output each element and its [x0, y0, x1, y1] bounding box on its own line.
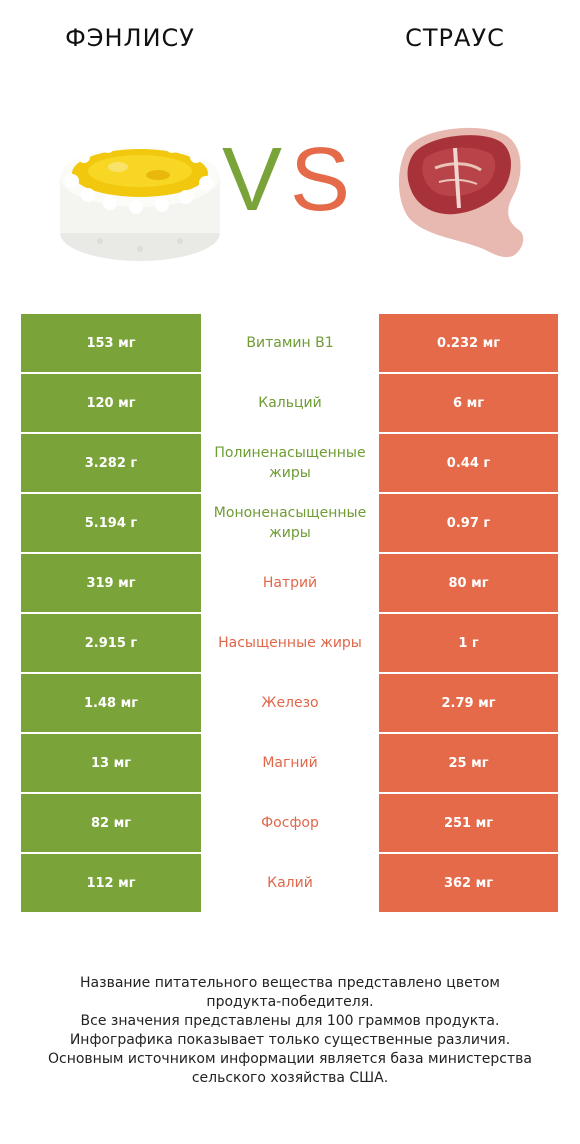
left-value: 82 мг: [21, 794, 201, 852]
table-row: 1.48 мг Железо 2.79 мг: [21, 674, 558, 732]
right-value: 80 мг: [379, 554, 558, 612]
table-row: 319 мг Натрий 80 мг: [21, 554, 558, 612]
right-value: 6 мг: [379, 374, 558, 432]
right-value: 0.232 мг: [379, 314, 558, 372]
left-value: 13 мг: [21, 734, 201, 792]
right-value: 0.44 г: [379, 434, 558, 492]
left-value: 1.48 мг: [21, 674, 201, 732]
vs-letter-v: V: [222, 130, 283, 230]
right-value: 0.97 г: [379, 494, 558, 552]
left-value: 319 мг: [21, 554, 201, 612]
footer-line: сельского хозяйства США.: [191, 1070, 389, 1086]
nutrient-name: Кальций: [201, 374, 379, 432]
footer-line: Инфографика показывает только существенн…: [69, 1032, 511, 1048]
right-product-title: СТРАУС: [405, 24, 505, 52]
table-row: 5.194 г Мононенасыщенные жиры 0.97 г: [21, 494, 558, 552]
right-value: 1 г: [379, 614, 558, 672]
footer-notes: Название питательного вещества представл…: [20, 974, 560, 1088]
right-value: 2.79 мг: [379, 674, 558, 732]
left-value: 120 мг: [21, 374, 201, 432]
footer-line: Основным источником информации является …: [48, 1051, 532, 1067]
nutrient-name: Магний: [201, 734, 379, 792]
nutrient-name: Витамин B1: [201, 314, 379, 372]
ostrich-meat-image: [398, 127, 524, 258]
table-row: 13 мг Магний 25 мг: [21, 734, 558, 792]
right-value: 251 мг: [379, 794, 558, 852]
nutrient-name: Калий: [201, 854, 379, 912]
nutrient-name: Фосфор: [201, 794, 379, 852]
comparison-table: 153 мг Витамин B1 0.232 мг 120 мг Кальций 6 м…: [21, 314, 558, 914]
nutrient-name: Натрий: [201, 554, 379, 612]
left-value: 153 мг: [21, 314, 201, 372]
table-row: 3.282 г Полиненасыщенные жиры 0.44 г: [21, 434, 558, 492]
table-row: 112 мг Калий 362 мг: [21, 854, 558, 912]
nutrient-name: Мононенасыщенные жиры: [201, 494, 379, 552]
left-product-title: ФЭНЛИСУ: [65, 24, 195, 52]
footer-line: Название питательного вещества представл…: [80, 975, 500, 991]
table-row: 120 мг Кальций 6 мг: [21, 374, 558, 432]
nutrient-name: Полиненасыщенные жиры: [201, 434, 379, 492]
nutrient-name: Железо: [201, 674, 379, 732]
right-value: 25 мг: [379, 734, 558, 792]
nutrient-name: Насыщенные жиры: [201, 614, 379, 672]
right-value: 362 мг: [379, 854, 558, 912]
vs-letter-s: S: [290, 130, 351, 230]
table-row: 2.915 г Насыщенные жиры 1 г: [21, 614, 558, 672]
versus-label: V S: [222, 130, 352, 240]
left-value: 5.194 г: [21, 494, 201, 552]
footer-line: Все значения представлены для 100 граммо…: [80, 1013, 500, 1029]
left-value: 2.915 г: [21, 614, 201, 672]
footer-line: продукта-победителя.: [206, 994, 374, 1010]
table-row: 82 мг Фосфор 251 мг: [21, 794, 558, 852]
table-row: 153 мг Витамин B1 0.232 мг: [21, 314, 558, 372]
cake-image: [60, 137, 220, 261]
left-value: 3.282 г: [21, 434, 201, 492]
left-value: 112 мг: [21, 854, 201, 912]
